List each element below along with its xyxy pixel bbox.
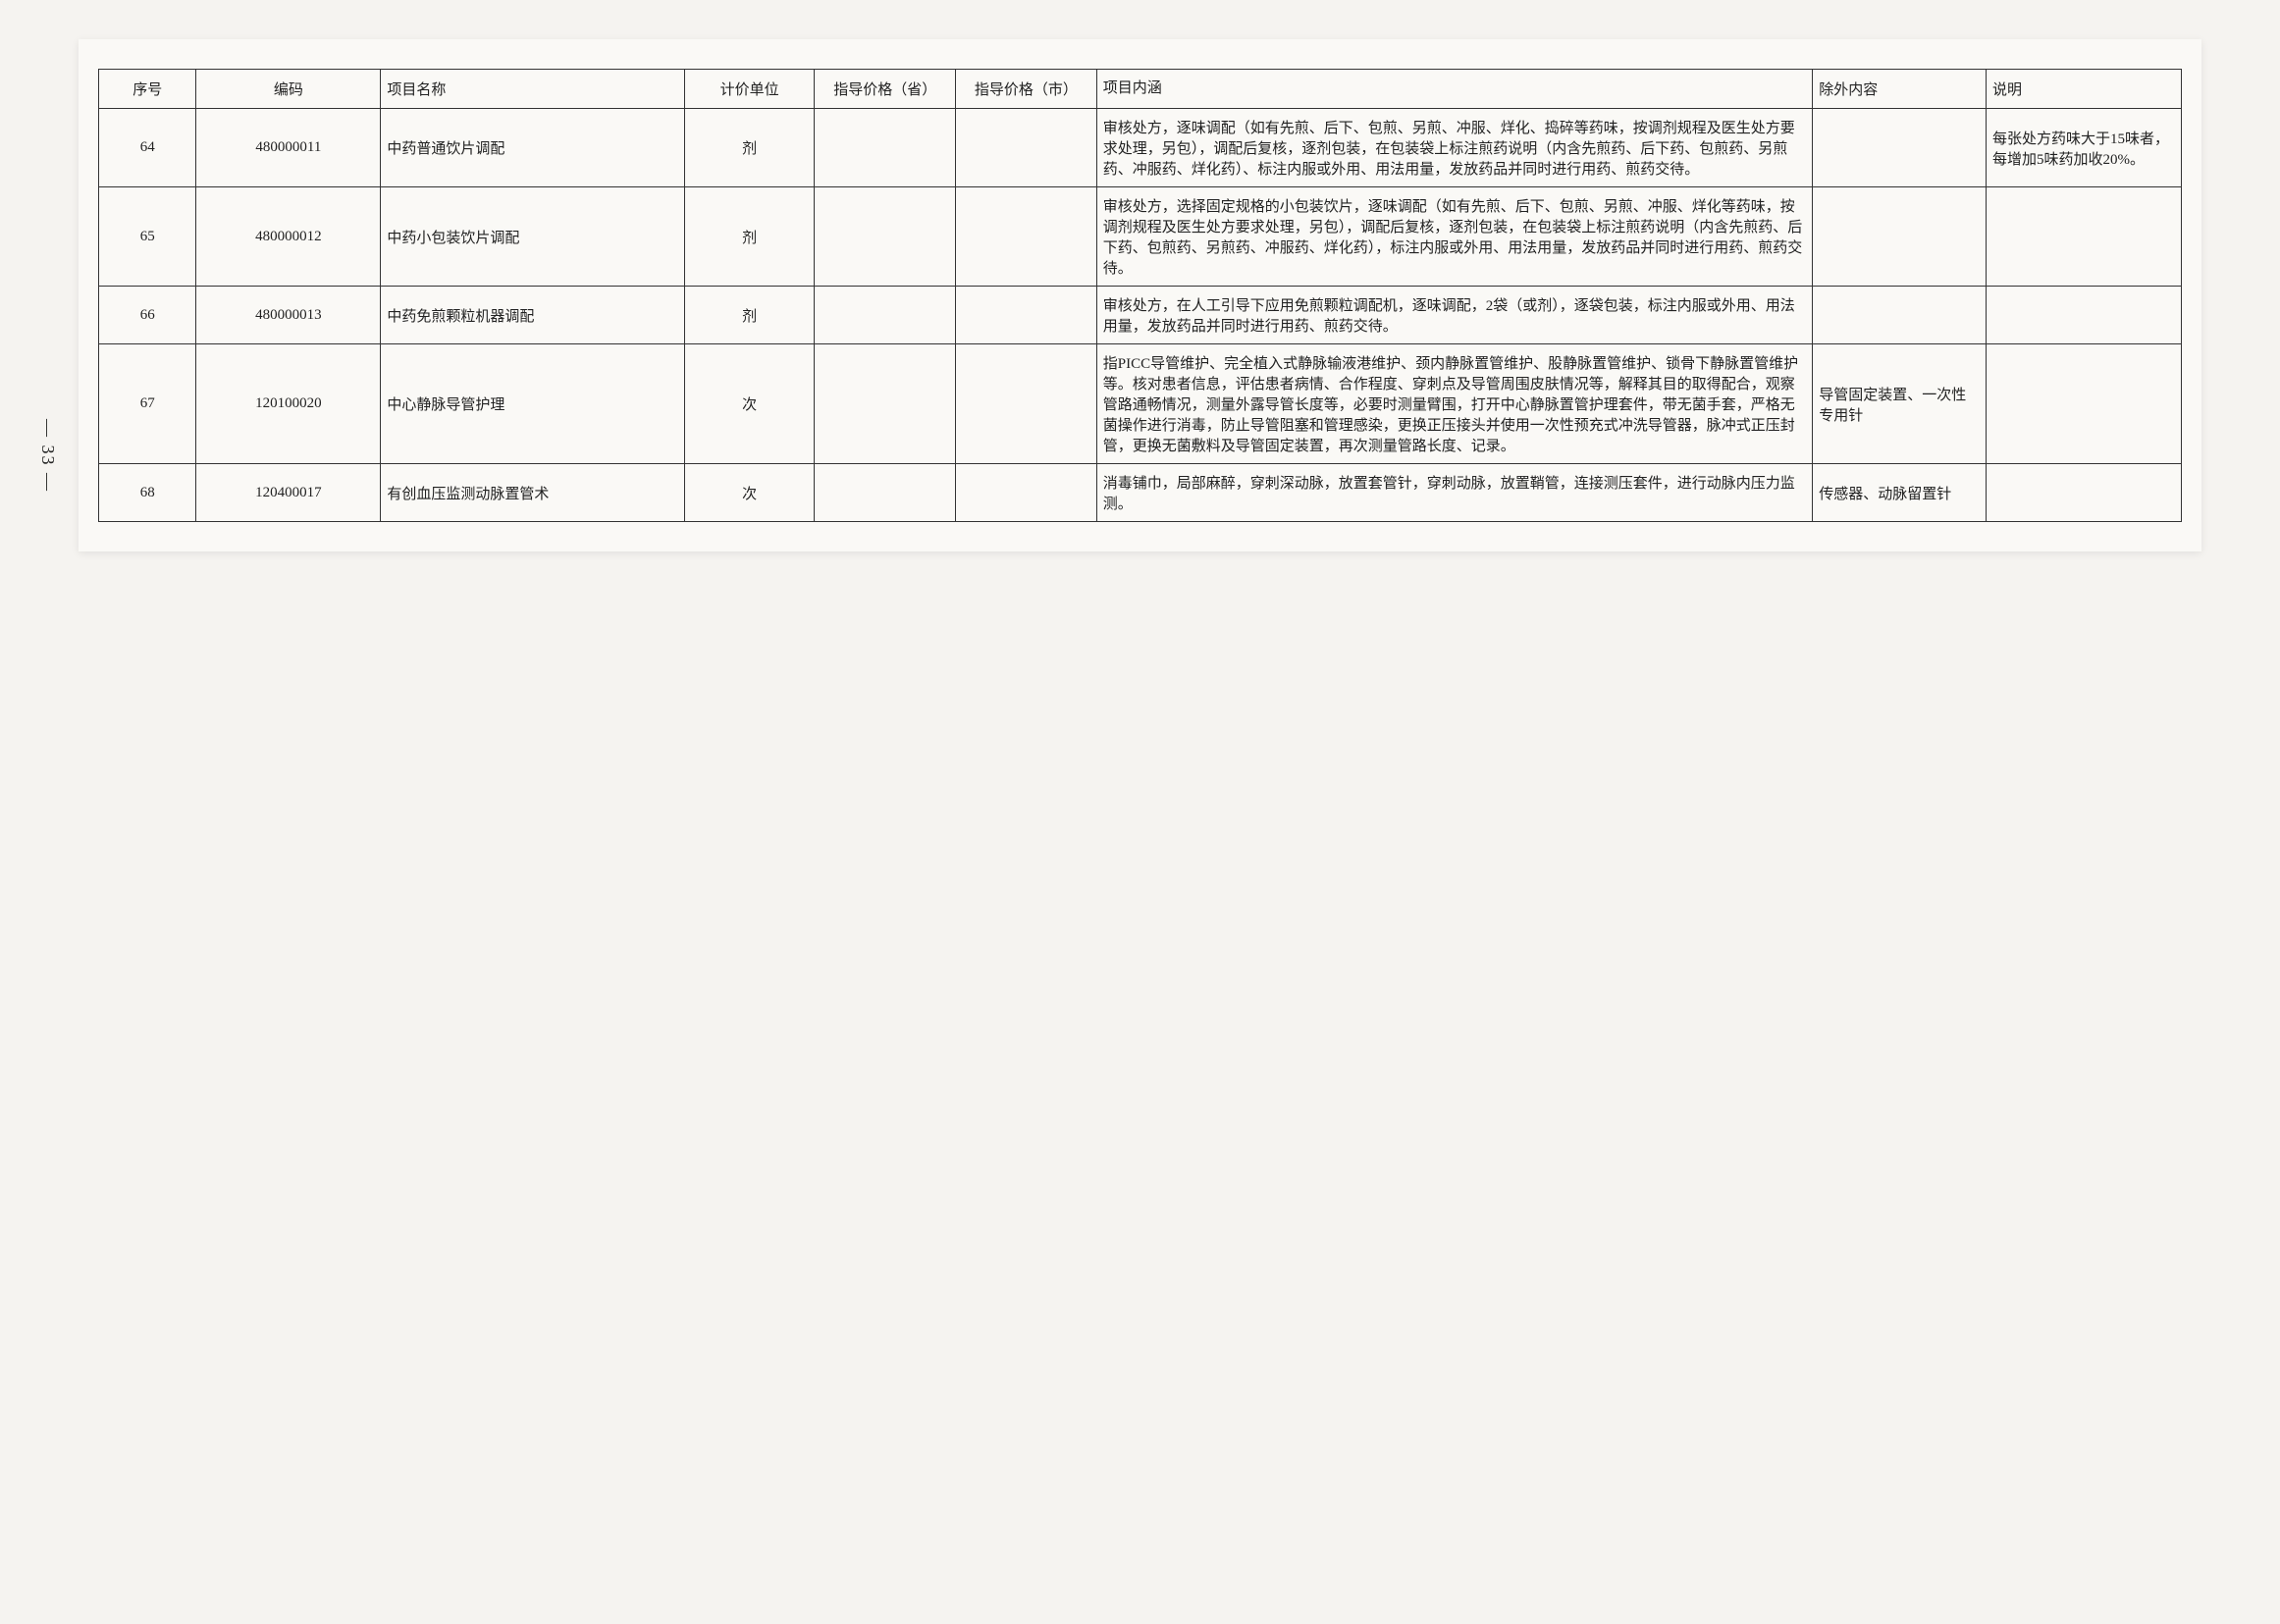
cell-excl	[1813, 187, 1987, 287]
cell-unit: 次	[684, 464, 815, 522]
cell-excl: 传感器、动脉留置针	[1813, 464, 1987, 522]
header-excl: 除外内容	[1813, 70, 1987, 109]
cell-unit: 剂	[684, 109, 815, 187]
cell-code: 480000013	[196, 287, 381, 344]
table-row: 65 480000012 中药小包装饮片调配 剂 审核处方，选择固定规格的小包装…	[99, 187, 2182, 287]
cell-price-city	[956, 287, 1097, 344]
cell-price-prov	[815, 344, 956, 464]
cell-code: 480000012	[196, 187, 381, 287]
header-code: 编码	[196, 70, 381, 109]
cell-price-prov	[815, 464, 956, 522]
header-name: 项目名称	[381, 70, 684, 109]
cell-note	[1987, 344, 2182, 464]
cell-unit: 剂	[684, 287, 815, 344]
cell-desc: 审核处方，选择固定规格的小包装饮片，逐味调配（如有先煎、后下、包煎、另煎、冲服、…	[1096, 187, 1812, 287]
cell-price-prov	[815, 109, 956, 187]
cell-price-city	[956, 109, 1097, 187]
cell-code: 120400017	[196, 464, 381, 522]
cell-note	[1987, 464, 2182, 522]
cell-unit: 次	[684, 344, 815, 464]
cell-unit: 剂	[684, 187, 815, 287]
cell-code: 480000011	[196, 109, 381, 187]
cell-name: 有创血压监测动脉置管术	[381, 464, 684, 522]
cell-note	[1987, 187, 2182, 287]
table-row: 64 480000011 中药普通饮片调配 剂 审核处方，逐味调配（如有先煎、后…	[99, 109, 2182, 187]
table-header-row: 序号 编码 项目名称 计价单位 指导价格（省） 指导价格（市） 项目内涵 除外内…	[99, 70, 2182, 109]
cell-excl	[1813, 109, 1987, 187]
cell-price-city	[956, 187, 1097, 287]
cell-desc: 指PICC导管维护、完全植入式静脉输液港维护、颈内静脉置管维护、股静脉置管维护、…	[1096, 344, 1812, 464]
header-price-city: 指导价格（市）	[956, 70, 1097, 109]
cell-note	[1987, 287, 2182, 344]
cell-note: 每张处方药味大于15味者，每增加5味药加收20%。	[1987, 109, 2182, 187]
table-row: 66 480000013 中药免煎颗粒机器调配 剂 审核处方，在人工引导下应用免…	[99, 287, 2182, 344]
header-unit: 计价单位	[684, 70, 815, 109]
page-number: — 33 —	[37, 419, 58, 493]
cell-name: 中药免煎颗粒机器调配	[381, 287, 684, 344]
table-body: 64 480000011 中药普通饮片调配 剂 审核处方，逐味调配（如有先煎、后…	[99, 109, 2182, 522]
cell-excl	[1813, 287, 1987, 344]
cell-name: 中药小包装饮片调配	[381, 187, 684, 287]
cell-code: 120100020	[196, 344, 381, 464]
header-note: 说明	[1987, 70, 2182, 109]
header-seq: 序号	[99, 70, 196, 109]
pricing-table: 序号 编码 项目名称 计价单位 指导价格（省） 指导价格（市） 项目内涵 除外内…	[98, 69, 2182, 522]
cell-seq: 66	[99, 287, 196, 344]
cell-excl: 导管固定装置、一次性专用针	[1813, 344, 1987, 464]
cell-desc: 审核处方，在人工引导下应用免煎颗粒调配机，逐味调配，2袋（或剂），逐袋包装，标注…	[1096, 287, 1812, 344]
cell-desc: 消毒铺巾，局部麻醉，穿刺深动脉，放置套管针，穿刺动脉，放置鞘管，连接测压套件，进…	[1096, 464, 1812, 522]
table-row: 68 120400017 有创血压监测动脉置管术 次 消毒铺巾，局部麻醉，穿刺深…	[99, 464, 2182, 522]
cell-price-prov	[815, 287, 956, 344]
cell-name: 中药普通饮片调配	[381, 109, 684, 187]
cell-price-city	[956, 344, 1097, 464]
header-desc: 项目内涵	[1096, 70, 1812, 109]
cell-seq: 67	[99, 344, 196, 464]
table-row: 67 120100020 中心静脉导管护理 次 指PICC导管维护、完全植入式静…	[99, 344, 2182, 464]
cell-seq: 68	[99, 464, 196, 522]
cell-seq: 64	[99, 109, 196, 187]
cell-name: 中心静脉导管护理	[381, 344, 684, 464]
cell-price-prov	[815, 187, 956, 287]
cell-price-city	[956, 464, 1097, 522]
document-page: — 33 — 序号 编码 项目名称 计价单位 指导价格（省） 指导价格（市） 项…	[79, 39, 2201, 551]
header-price-prov: 指导价格（省）	[815, 70, 956, 109]
cell-seq: 65	[99, 187, 196, 287]
cell-desc: 审核处方，逐味调配（如有先煎、后下、包煎、另煎、冲服、烊化、捣碎等药味，按调剂规…	[1096, 109, 1812, 187]
